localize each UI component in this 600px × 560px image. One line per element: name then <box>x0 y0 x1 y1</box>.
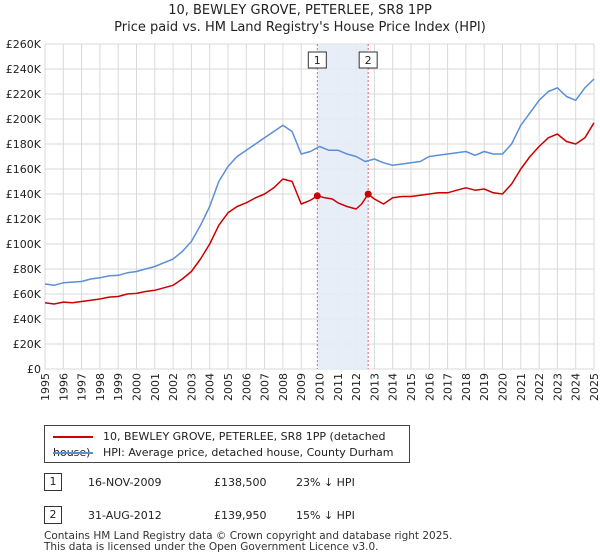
x-tick-label: 2015 <box>405 373 418 401</box>
footer-line2: This data is licensed under the Open Gov… <box>44 541 379 553</box>
sale-point <box>364 190 372 198</box>
y-tick-label: £180K <box>6 138 42 151</box>
y-tick-label: £100K <box>6 238 42 251</box>
x-axis-ticks: 1995 1996 1997 1998 1999 2000 2001 2002 2003 2004… <box>39 373 600 401</box>
y-tick-label: £40K <box>13 313 42 326</box>
sale-row: 1 16-NOV-2009 £138,500 23% ↓ HPI <box>44 473 564 493</box>
footer-attribution: Contains HM Land Registry data © Crown c… <box>44 531 452 553</box>
y-tick-label: £220K <box>6 88 42 101</box>
sale-price: £138,500 <box>214 476 267 489</box>
y-tick-label: £20K <box>13 338 42 351</box>
sale-date: 16-NOV-2009 <box>88 476 162 489</box>
legend: 10, BEWLEY GROVE, PETERLEE, SR8 1PP (det… <box>44 425 410 463</box>
x-tick-label: 2025 <box>588 373 600 401</box>
highlight-band <box>317 44 369 369</box>
sale-date: 31-AUG-2012 <box>88 509 162 522</box>
y-tick-label: £140K <box>6 188 42 201</box>
x-tick-label: 1997 <box>76 373 89 401</box>
sale-hpi-diff: 15% ↓ HPI <box>296 509 355 522</box>
x-tick-label: 1996 <box>57 373 70 401</box>
x-tick-label: 2018 <box>460 373 473 401</box>
y-axis-ticks: £0 £20K £40K £60K £80K £100K £120K £140K £160K £1… <box>6 38 42 376</box>
legend-swatch-red <box>53 436 93 438</box>
x-tick-label: 2009 <box>295 373 308 401</box>
x-tick-label: 2016 <box>423 373 436 401</box>
x-tick-label: 1998 <box>94 373 107 401</box>
sale-row: 2 31-AUG-2012 £139,950 15% ↓ HPI <box>44 506 564 526</box>
x-tick-label: 2000 <box>131 373 144 401</box>
x-tick-label: 2022 <box>533 373 546 401</box>
y-tick-label: £160K <box>6 163 42 176</box>
legend-label-hpi: HPI: Average price, detached house, Coun… <box>103 446 394 459</box>
x-tick-label: 2012 <box>350 373 363 401</box>
series-lines <box>44 78 595 305</box>
x-tick-label: 1995 <box>39 373 52 401</box>
x-tick-label: 2020 <box>497 373 510 401</box>
sale-marker-label: 1 <box>314 54 321 67</box>
x-tick-label: 2017 <box>442 373 455 401</box>
legend-item-hpi: HPI: Average price, detached house, Coun… <box>53 445 394 461</box>
x-tick-label: 2005 <box>222 373 235 401</box>
y-tick-label: £120K <box>6 213 42 226</box>
x-tick-label: 2006 <box>240 373 253 401</box>
x-tick-label: 2007 <box>259 373 272 401</box>
x-tick-label: 2010 <box>314 373 327 401</box>
y-tick-label: £260K <box>6 38 42 51</box>
x-tick-label: 2014 <box>387 373 400 401</box>
chart-title-line1: 10, BEWLEY GROVE, PETERLEE, SR8 1PP <box>168 3 432 18</box>
chart-title: 10, BEWLEY GROVE, PETERLEE, SR8 1PP Pric… <box>0 2 600 36</box>
x-tick-label: 2001 <box>149 373 162 401</box>
sale-price: £139,950 <box>214 509 267 522</box>
y-tick-label: £200K <box>6 113 42 126</box>
legend-item-property: 10, BEWLEY GROVE, PETERLEE, SR8 1PP (det… <box>53 429 409 459</box>
x-tick-label: 2023 <box>551 373 564 401</box>
x-tick-label: 2019 <box>478 373 491 401</box>
sale-marker-box <box>358 51 378 69</box>
sale-point <box>313 192 321 200</box>
x-tick-label: 2011 <box>332 373 345 401</box>
footer-line1: Contains HM Land Registry data © Crown c… <box>44 530 453 542</box>
y-tick-label: £0 <box>27 363 41 376</box>
series-line <box>44 122 595 305</box>
x-tick-label: 2002 <box>167 373 180 401</box>
y-tick-label: £60K <box>13 288 42 301</box>
x-tick-label: 2008 <box>277 373 290 401</box>
sale-marker-box <box>307 51 327 69</box>
x-tick-label: 1999 <box>112 373 125 401</box>
x-tick-label: 2013 <box>368 373 381 401</box>
sale-number-badge: 2 <box>44 506 62 524</box>
y-tick-label: £240K <box>6 63 42 76</box>
chart-title-line2: Price paid vs. HM Land Registry's House … <box>114 20 486 35</box>
x-tick-label: 2024 <box>570 373 583 401</box>
x-tick-label: 2004 <box>204 373 217 401</box>
legend-swatch-blue <box>53 452 93 454</box>
series-line <box>44 78 595 287</box>
x-tick-label: 2003 <box>185 373 198 401</box>
sale-marker-label: 2 <box>365 54 372 67</box>
sale-number-badge: 1 <box>44 473 62 491</box>
sale-hpi-diff: 23% ↓ HPI <box>296 476 355 489</box>
y-tick-label: £80K <box>13 263 42 276</box>
x-tick-label: 2021 <box>515 373 528 401</box>
